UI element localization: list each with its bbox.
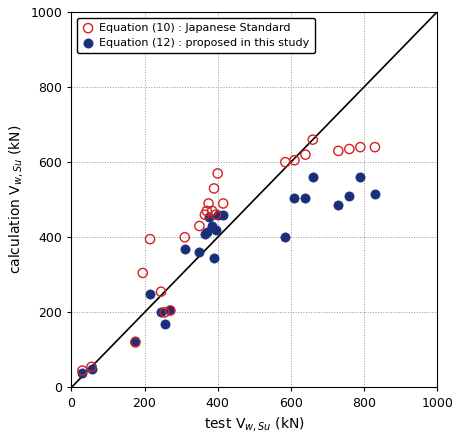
Equation (12) : proposed in this study: (640, 505): proposed in this study: (640, 505) (301, 194, 308, 202)
Y-axis label: calculation V$_{w,Su}$ (kN): calculation V$_{w,Su}$ (kN) (7, 125, 25, 275)
Equation (10) : Japanese Standard: (385, 470): Japanese Standard: (385, 470) (208, 207, 215, 214)
Equation (12) : proposed in this study: (55, 48): proposed in this study: (55, 48) (88, 366, 95, 373)
Equation (10) : Japanese Standard: (660, 660): Japanese Standard: (660, 660) (308, 136, 316, 143)
Equation (12) : proposed in this study: (365, 410): proposed in this study: (365, 410) (201, 230, 208, 237)
Equation (12) : proposed in this study: (660, 560): proposed in this study: (660, 560) (308, 174, 316, 181)
Equation (10) : Japanese Standard: (640, 620): Japanese Standard: (640, 620) (301, 151, 308, 158)
Equation (12) : proposed in this study: (610, 505): proposed in this study: (610, 505) (290, 194, 297, 202)
Equation (10) : Japanese Standard: (310, 400): Japanese Standard: (310, 400) (181, 234, 188, 241)
Equation (10) : Japanese Standard: (400, 570): Japanese Standard: (400, 570) (213, 170, 221, 177)
Equation (12) : proposed in this study: (415, 460): proposed in this study: (415, 460) (219, 211, 226, 218)
Equation (10) : Japanese Standard: (830, 640): Japanese Standard: (830, 640) (370, 143, 378, 150)
Equation (10) : Japanese Standard: (350, 430): Japanese Standard: (350, 430) (195, 223, 202, 230)
Equation (10) : Japanese Standard: (415, 490): Japanese Standard: (415, 490) (219, 200, 226, 207)
Equation (12) : proposed in this study: (830, 515): proposed in this study: (830, 515) (370, 191, 378, 198)
Equation (12) : proposed in this study: (585, 400): proposed in this study: (585, 400) (281, 234, 288, 241)
Equation (10) : Japanese Standard: (175, 120): Japanese Standard: (175, 120) (131, 339, 139, 346)
Equation (10) : Japanese Standard: (390, 530): Japanese Standard: (390, 530) (210, 185, 217, 192)
Equation (10) : Japanese Standard: (255, 200): Japanese Standard: (255, 200) (161, 309, 168, 316)
Equation (10) : Japanese Standard: (395, 460): Japanese Standard: (395, 460) (212, 211, 219, 218)
Equation (12) : proposed in this study: (215, 250): proposed in this study: (215, 250) (146, 290, 153, 297)
Equation (12) : proposed in this study: (245, 200): proposed in this study: (245, 200) (157, 309, 164, 316)
Equation (12) : proposed in this study: (400, 460): proposed in this study: (400, 460) (213, 211, 221, 218)
Equation (12) : proposed in this study: (375, 455): proposed in this study: (375, 455) (204, 213, 212, 220)
Equation (10) : Japanese Standard: (790, 640): Japanese Standard: (790, 640) (356, 143, 363, 150)
Equation (10) : Japanese Standard: (30, 45): Japanese Standard: (30, 45) (78, 367, 86, 374)
Equation (12) : proposed in this study: (270, 205): proposed in this study: (270, 205) (166, 307, 174, 314)
Equation (12) : proposed in this study: (255, 170): proposed in this study: (255, 170) (161, 320, 168, 327)
Legend: Equation (10) : Japanese Standard, Equation (12) : proposed in this study: Equation (10) : Japanese Standard, Equat… (77, 18, 314, 53)
Equation (12) : proposed in this study: (350, 360): proposed in this study: (350, 360) (195, 249, 202, 256)
Equation (10) : Japanese Standard: (245, 255): Japanese Standard: (245, 255) (157, 288, 164, 295)
Equation (12) : proposed in this study: (760, 510): proposed in this study: (760, 510) (345, 192, 352, 199)
Equation (12) : proposed in this study: (385, 430): proposed in this study: (385, 430) (208, 223, 215, 230)
Equation (12) : proposed in this study: (30, 38): proposed in this study: (30, 38) (78, 370, 86, 377)
Equation (10) : Japanese Standard: (270, 205): Japanese Standard: (270, 205) (166, 307, 174, 314)
Equation (12) : proposed in this study: (790, 560): proposed in this study: (790, 560) (356, 174, 363, 181)
Equation (10) : Japanese Standard: (730, 630): Japanese Standard: (730, 630) (334, 147, 341, 154)
Equation (10) : Japanese Standard: (585, 600): Japanese Standard: (585, 600) (281, 159, 288, 166)
Equation (12) : proposed in this study: (310, 370): proposed in this study: (310, 370) (181, 245, 188, 252)
Equation (12) : proposed in this study: (175, 125): proposed in this study: (175, 125) (131, 337, 139, 344)
Equation (10) : Japanese Standard: (55, 55): Japanese Standard: (55, 55) (88, 363, 95, 370)
Equation (10) : Japanese Standard: (760, 635): Japanese Standard: (760, 635) (345, 146, 352, 153)
Equation (10) : Japanese Standard: (375, 490): Japanese Standard: (375, 490) (204, 200, 212, 207)
Equation (10) : Japanese Standard: (610, 605): Japanese Standard: (610, 605) (290, 157, 297, 164)
Equation (10) : Japanese Standard: (215, 395): Japanese Standard: (215, 395) (146, 235, 153, 242)
Equation (10) : Japanese Standard: (370, 470): Japanese Standard: (370, 470) (202, 207, 210, 214)
Equation (12) : proposed in this study: (395, 420): proposed in this study: (395, 420) (212, 226, 219, 233)
Equation (10) : Japanese Standard: (365, 460): Japanese Standard: (365, 460) (201, 211, 208, 218)
Equation (12) : proposed in this study: (730, 485): proposed in this study: (730, 485) (334, 202, 341, 209)
Equation (12) : proposed in this study: (390, 345): proposed in this study: (390, 345) (210, 254, 217, 261)
Equation (12) : proposed in this study: (370, 415): proposed in this study: (370, 415) (202, 228, 210, 235)
X-axis label: test V$_{w,Su}$ (kN): test V$_{w,Su}$ (kN) (203, 415, 304, 433)
Equation (10) : Japanese Standard: (195, 305): Japanese Standard: (195, 305) (139, 269, 146, 276)
